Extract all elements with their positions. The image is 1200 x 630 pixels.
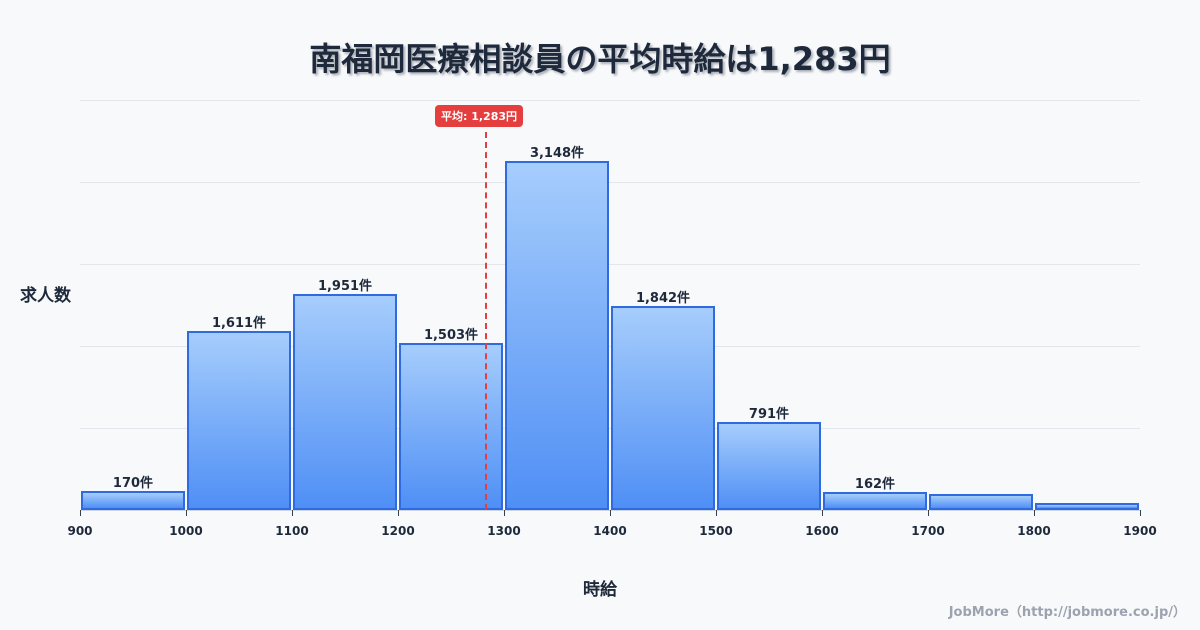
source-credit: JobMore（http://jobmore.co.jp/） [949,601,1186,620]
bar-value-label: 170件 [80,472,186,491]
x-tick-label: 1700 [898,524,958,538]
x-axis-label: 時給 [0,575,1200,600]
histogram-bar [81,491,185,510]
gridline [80,264,1140,265]
x-tick-label: 1300 [474,524,534,538]
bar-value-label: 3,148件 [504,142,610,161]
x-tick-label: 1600 [792,524,852,538]
bar-value-label: 791件 [716,403,822,422]
x-tick-label: 1100 [262,524,322,538]
x-tick-label: 1500 [686,524,746,538]
y-axis-label: 求人数 [20,281,71,306]
x-tick-label: 1900 [1110,524,1170,538]
gridline [80,182,1140,183]
x-tick [398,510,399,516]
x-tick [716,510,717,516]
x-tick-label: 1000 [156,524,216,538]
histogram-bar [823,492,927,510]
histogram-bar [399,343,503,510]
bar-value-label: 1,842件 [610,287,716,306]
x-tick-label: 1800 [1004,524,1064,538]
x-tick [928,510,929,516]
x-tick-label: 1400 [580,524,640,538]
x-tick-label: 1200 [368,524,428,538]
average-badge: 平均: 1,283円 [435,105,523,127]
histogram-bar [929,494,1033,510]
x-tick [610,510,611,516]
histogram-bar [293,294,397,510]
histogram-bar [1035,503,1139,510]
histogram-bar [187,331,291,510]
histogram-bar [717,422,821,510]
x-tick [292,510,293,516]
x-tick [186,510,187,516]
bar-value-label: 162件 [822,473,928,492]
x-tick [1140,510,1141,516]
x-tick [822,510,823,516]
x-tick-label: 900 [50,524,110,538]
histogram-bar [611,306,715,510]
histogram-bar [505,161,609,510]
bar-value-label: 1,611件 [186,312,292,331]
x-tick [504,510,505,516]
x-tick [1034,510,1035,516]
bar-value-label: 1,503件 [398,324,504,343]
gridline [80,100,1140,101]
chart-title: 南福岡医療相談員の平均時給は1,283円 [0,34,1200,80]
average-line [485,132,487,510]
x-tick [80,510,81,516]
bar-value-label: 1,951件 [292,275,398,294]
